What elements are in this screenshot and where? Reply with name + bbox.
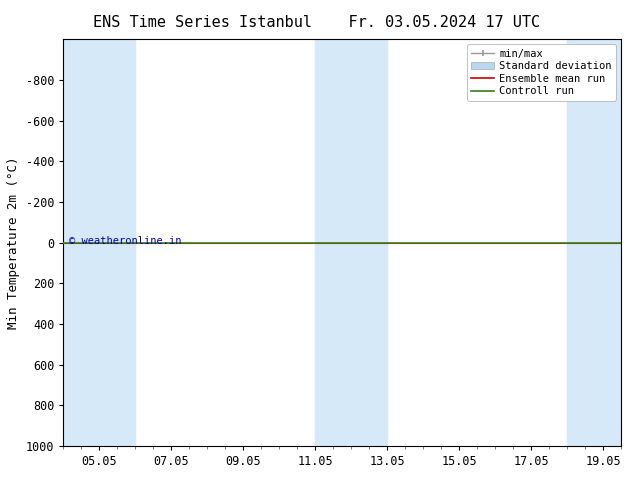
Bar	[567, 39, 621, 446]
Y-axis label: Min Temperature 2m (°C): Min Temperature 2m (°C)	[8, 156, 20, 329]
Text: ENS Time Series Istanbul    Fr. 03.05.2024 17 UTC: ENS Time Series Istanbul Fr. 03.05.2024 …	[93, 15, 541, 30]
Bar	[63, 39, 136, 446]
Legend: min/max, Standard deviation, Ensemble mean run, Controll run: min/max, Standard deviation, Ensemble me…	[467, 45, 616, 100]
Bar	[315, 39, 387, 446]
Text: © weatheronline.in: © weatheronline.in	[69, 236, 181, 245]
